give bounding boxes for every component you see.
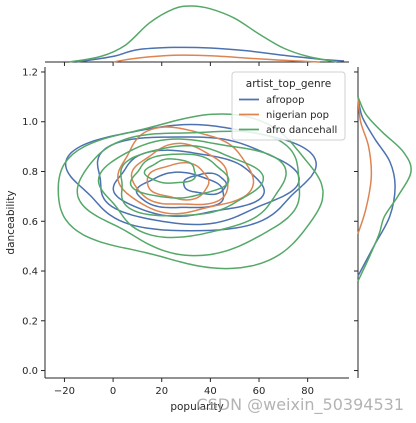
y-tick-label: 0.2 xyxy=(22,316,38,327)
y-tick-label: 1.2 xyxy=(22,67,38,78)
marginal-x-curve-nigerian-pop xyxy=(112,54,320,63)
kde-contour-nigerian-pop xyxy=(146,161,210,201)
marginal-y-curve-afropop xyxy=(357,96,396,277)
y-axis-label: danceability xyxy=(5,190,17,254)
kde-contour-afropop xyxy=(96,136,301,226)
x-tick-label: −20 xyxy=(54,386,75,397)
x-tick-label: 80 xyxy=(301,386,314,397)
legend-entry-label: nigerian pop xyxy=(266,110,329,121)
legend-entry-label: afropop xyxy=(266,95,304,106)
kde-contour-afro-dancehall xyxy=(129,153,230,199)
x-tick-label: 60 xyxy=(253,386,266,397)
y-tick-label: 1.0 xyxy=(22,117,38,128)
kde-contour-afropop xyxy=(135,171,225,209)
x-tick-label: 0 xyxy=(110,386,116,397)
kde-contour-nigerian-pop xyxy=(130,142,229,206)
y-tick-label: 0.4 xyxy=(22,267,38,278)
joint-plot-area xyxy=(57,113,324,270)
axes: −20 0 20 40 60 80 0.0 0.2 0.4 0.6 0.8 1.0 1.2 xyxy=(22,67,349,397)
x-tick-label: 40 xyxy=(204,386,217,397)
legend-box xyxy=(231,71,346,141)
y-tick-label: 0.8 xyxy=(22,167,38,178)
marginal-y-curve-nigerian-pop xyxy=(357,96,373,234)
marginal-x-density xyxy=(45,5,349,66)
x-axis-label: popularity xyxy=(170,401,223,413)
marginal-y-density xyxy=(354,67,412,378)
legend-entry-label: afro dancehall xyxy=(266,125,337,136)
watermark-text: CSDN @weixin_50394531 xyxy=(196,395,404,415)
marginal-x-curve-afropop xyxy=(76,46,345,63)
kde-contour-afro-dancehall xyxy=(143,158,197,184)
legend: artist_top_genre afropop nigerian pop afro… xyxy=(231,71,346,141)
kde-contour-nigerian-pop xyxy=(117,126,255,215)
kde-contour-afro-dancehall xyxy=(97,138,287,239)
kde-contour-afro-dancehall xyxy=(120,144,265,217)
kde-contour-afropop xyxy=(182,172,228,196)
marginal-y-curve-afro-dancehall xyxy=(357,96,412,282)
legend-title: artist_top_genre xyxy=(246,78,331,90)
y-tick-label: 0.0 xyxy=(22,366,38,377)
kde-contour-afropop xyxy=(112,149,265,218)
y-tick-label: 0.6 xyxy=(22,217,38,228)
marginal-x-curve-afro-dancehall xyxy=(69,5,337,63)
x-tick-label: 20 xyxy=(155,386,168,397)
